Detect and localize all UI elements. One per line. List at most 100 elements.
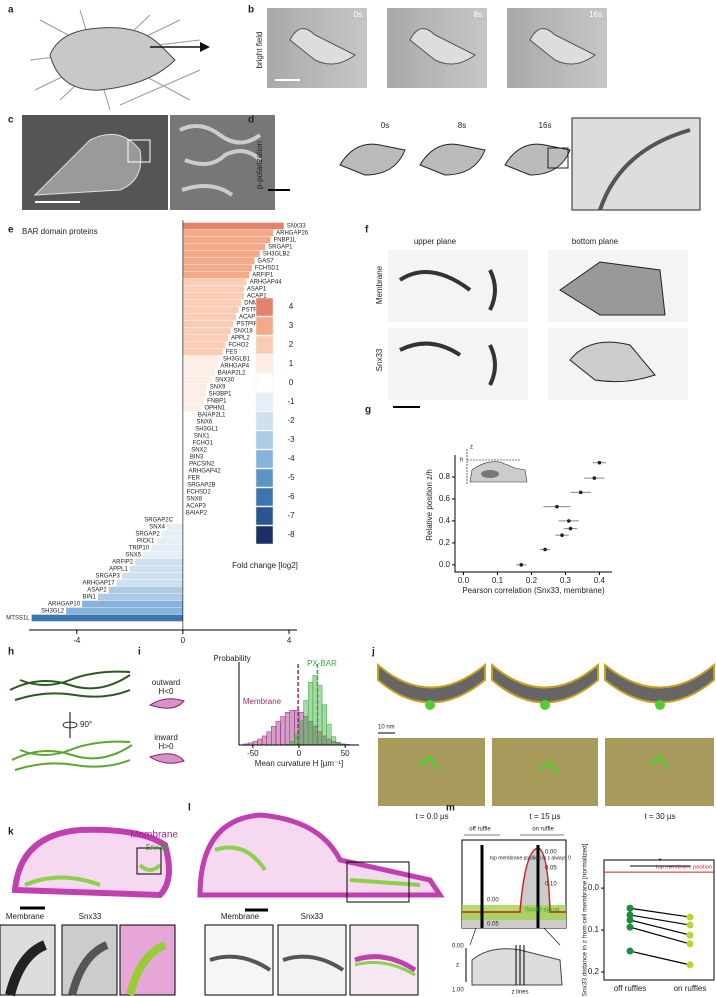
panel-label: d bbox=[248, 115, 254, 126]
rotation-label: 90° bbox=[80, 720, 92, 729]
point bbox=[597, 460, 602, 465]
bar bbox=[182, 222, 284, 230]
label: z lines bbox=[511, 990, 528, 996]
bar-label: ARHGAP42 bbox=[189, 469, 222, 475]
time-label: 16s bbox=[589, 10, 602, 19]
label: inward bbox=[154, 733, 178, 742]
point bbox=[626, 911, 634, 919]
bar-label: SNX8 bbox=[186, 497, 202, 503]
bar-label: SRGAP2B bbox=[187, 483, 215, 489]
polarization-images bbox=[268, 117, 701, 211]
chart-title: BAR domain proteins bbox=[22, 227, 98, 236]
bar bbox=[182, 397, 205, 405]
curvature-icon bbox=[148, 698, 185, 764]
bar bbox=[182, 362, 218, 370]
bar bbox=[182, 369, 215, 377]
reference-label: top membrane position bbox=[656, 865, 712, 871]
hist-bar bbox=[275, 721, 281, 746]
point bbox=[555, 504, 559, 509]
bar-label: FNBP1L bbox=[273, 238, 296, 244]
time-label: t = 30 µs bbox=[644, 812, 675, 821]
hist-bar bbox=[321, 704, 327, 746]
bar-label: ARFIP1 bbox=[252, 273, 274, 279]
column-label: upper plane bbox=[414, 237, 457, 246]
legend-swatch bbox=[255, 430, 274, 450]
y-tick-label: 0.1 bbox=[588, 925, 600, 934]
panel-label: a bbox=[8, 5, 14, 16]
y-tick-label: 0.2 bbox=[588, 967, 600, 976]
f-images bbox=[388, 250, 688, 408]
m-schematic bbox=[461, 834, 567, 986]
hist-bar bbox=[294, 734, 300, 746]
tick-label: 1.00 bbox=[452, 988, 464, 994]
bar-label: SRGAP2C bbox=[144, 518, 173, 524]
point bbox=[567, 519, 571, 523]
bar bbox=[182, 488, 184, 496]
bar-label: APPL1 bbox=[109, 567, 128, 573]
panel-label: l bbox=[188, 803, 191, 814]
bar bbox=[182, 432, 191, 440]
column-label: bottom plane bbox=[572, 237, 619, 246]
bar-label: SNX2 bbox=[191, 448, 207, 454]
legend-label: -4 bbox=[287, 454, 295, 463]
bar bbox=[182, 348, 223, 356]
bar-label: ACAP3 bbox=[186, 504, 206, 510]
bar-label: FCHSD1 bbox=[255, 266, 280, 272]
bar-label: PSTPIP2 bbox=[236, 322, 261, 328]
hist-bar bbox=[284, 712, 291, 746]
simulation-snapshots bbox=[377, 662, 715, 806]
row-label: bright field bbox=[255, 32, 264, 69]
x-tick-label: 0.4 bbox=[594, 576, 606, 585]
bar bbox=[182, 236, 271, 244]
crop-label: Snx33 bbox=[301, 912, 324, 921]
axes bbox=[454, 455, 612, 573]
point bbox=[568, 526, 573, 531]
legend-label: 4 bbox=[289, 302, 294, 311]
hist-bar bbox=[266, 731, 272, 746]
legend-swatch bbox=[255, 506, 274, 526]
bar-label: TRIP10 bbox=[129, 546, 150, 552]
bar bbox=[182, 383, 207, 391]
inset-label: z bbox=[470, 445, 473, 451]
bar-label: SNX4 bbox=[149, 525, 165, 531]
x-tick-label: 50 bbox=[341, 749, 350, 758]
bar bbox=[182, 341, 226, 349]
y-tick-label: 0.0 bbox=[439, 560, 451, 569]
x-tick-label: 0.3 bbox=[560, 576, 572, 585]
bar bbox=[97, 593, 183, 601]
bar bbox=[166, 523, 183, 531]
bar-label: PACSIN2 bbox=[189, 462, 215, 468]
bar-label: FNBP1 bbox=[207, 399, 227, 405]
bar bbox=[182, 376, 213, 384]
bar-label: SNX9 bbox=[210, 385, 226, 391]
bar-label: SRGAP3 bbox=[96, 574, 121, 580]
pair-line bbox=[629, 914, 691, 926]
bar bbox=[182, 278, 247, 286]
axis-label: z bbox=[456, 963, 459, 969]
point bbox=[626, 923, 634, 931]
time-label: 8s bbox=[458, 121, 466, 130]
x-tick-label: -50 bbox=[247, 749, 259, 758]
bar-label: SH3GLB1 bbox=[223, 357, 251, 363]
bar-label: ARHGAP17 bbox=[83, 581, 116, 587]
bar-label: FES bbox=[226, 350, 238, 356]
point bbox=[592, 476, 597, 480]
panel-label: f bbox=[365, 225, 369, 236]
bar-label: BAIAP2L1 bbox=[198, 413, 226, 419]
y-tick-label: 0.8 bbox=[439, 472, 451, 481]
y-tick-label: 0.0 bbox=[588, 883, 600, 892]
bar bbox=[174, 516, 183, 524]
series-label: Membrane bbox=[243, 697, 282, 706]
l-images bbox=[197, 812, 445, 996]
bar bbox=[182, 334, 229, 342]
panel-label: h bbox=[8, 647, 14, 658]
y-tick-label: 0.4 bbox=[439, 516, 451, 525]
y-tick-label: 0.2 bbox=[439, 538, 451, 547]
panel-label: m bbox=[446, 803, 455, 814]
legend-swatch bbox=[255, 354, 274, 374]
hist-bar bbox=[326, 723, 332, 746]
protein-structures bbox=[9, 670, 133, 771]
bar bbox=[182, 474, 186, 482]
legend-label: -2 bbox=[287, 416, 295, 425]
